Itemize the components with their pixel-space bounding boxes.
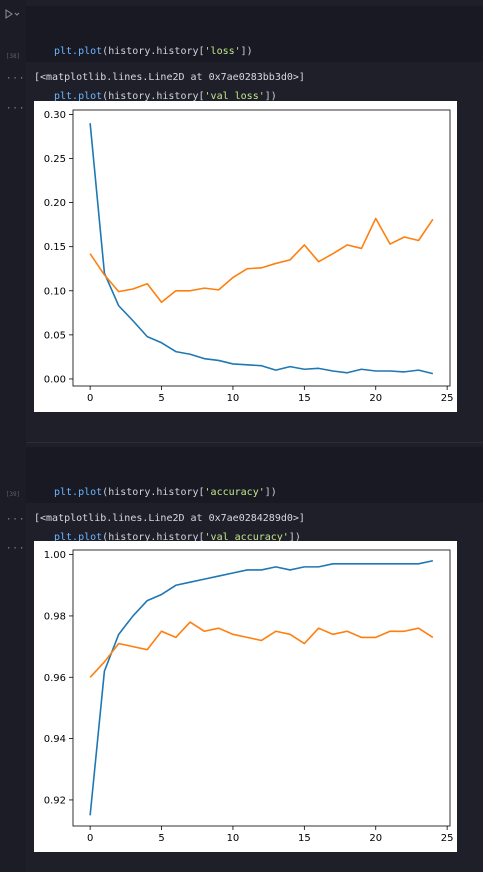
play-icon (5, 9, 20, 19)
y-tick-label: 0.92 (44, 795, 66, 806)
run-cell-button[interactable] (4, 8, 22, 20)
loss-plot: 0 5 10 15 20 25 0.00 0.05 0.10 0.15 0.20 0.25 0.30 (34, 101, 457, 412)
x-tick-label: 15 (298, 393, 311, 404)
code-string: 'val_loss' (204, 91, 265, 102)
x-tick-label: 10 (227, 393, 240, 404)
code-close: ]) (264, 91, 277, 102)
x-tick-label: 5 (158, 833, 164, 844)
code-cell-2[interactable]: plt.plot(history.history['accuracy']) pl… (26, 447, 483, 543)
x-tick-label: 0 (87, 393, 93, 404)
code-string: 'val_accuracy' (204, 532, 289, 543)
accuracy-chart: 0 5 10 15 20 25 0.92 0.94 0.96 0.98 1.00 (44, 549, 454, 844)
x-tick-label: 25 (441, 393, 454, 404)
y-tick-label: 0.30 (44, 110, 66, 121)
code-args: (history.history[ (102, 46, 205, 57)
code-string: 'loss' (204, 46, 241, 57)
code-line: plt.plot(history.history['val_accuracy']… (26, 530, 483, 545)
code-fn: plt.plot (54, 487, 103, 498)
x-tick-label: 10 (227, 833, 240, 844)
cell-gutter (0, 0, 26, 872)
series-line-1 (89, 123, 434, 375)
x-tick-label: 25 (441, 833, 454, 844)
x-tick-label: 0 (87, 833, 93, 844)
code-close: ]) (264, 487, 277, 498)
y-tick-label: 0.94 (44, 734, 66, 745)
loss-chart: 0 5 10 15 20 25 0.00 0.05 0.10 0.15 0.20 0.25 0.30 (44, 109, 454, 404)
x-tick-label: 20 (369, 393, 382, 404)
y-tick-label: 0.96 (44, 673, 66, 684)
code-args: (history.history[ (102, 91, 205, 102)
y-tick-label: 0.15 (44, 242, 66, 253)
x-tick-label: 20 (369, 833, 382, 844)
series-line-2 (89, 621, 434, 678)
more-dots-icon[interactable]: ··· (6, 544, 26, 554)
code-fn: plt.plot (54, 532, 103, 543)
series-line-1 (89, 559, 434, 816)
execution-count: [39] (5, 491, 21, 498)
more-dots-icon[interactable]: ··· (6, 515, 26, 525)
output-text: [<matplotlib.lines.Line2D at 0x7ae028428… (34, 513, 305, 524)
code-fn: plt.plot (54, 91, 103, 102)
code-cell-1[interactable]: plt.plot(history.history['loss']) plt.pl… (26, 6, 483, 102)
cell-divider (26, 442, 483, 443)
x-tick-label: 15 (298, 833, 311, 844)
y-tick-label: 0.20 (44, 198, 66, 209)
more-dots-icon[interactable]: ··· (6, 74, 26, 84)
plot-frame (72, 109, 451, 387)
output-text: [<matplotlib.lines.Line2D at 0x7ae0283bb… (34, 72, 305, 83)
y-tick-label: 0.10 (44, 286, 66, 297)
y-tick-label: 0.98 (44, 611, 66, 622)
code-line: plt.plot(history.history['val_loss']) (26, 89, 483, 104)
code-fn: plt.plot (54, 46, 103, 57)
y-tick-label: 1.00 (44, 550, 66, 561)
code-close: ]) (240, 46, 253, 57)
series-line-2 (89, 217, 434, 304)
code-line: plt.plot(history.history['loss']) (26, 44, 483, 59)
code-string: 'accuracy' (204, 487, 265, 498)
code-args: (history.history[ (102, 487, 205, 498)
execution-count: [38] (5, 53, 21, 60)
y-tick-label: 0.05 (44, 330, 66, 341)
plot-frame (72, 549, 451, 827)
y-tick-label: 0.00 (44, 374, 66, 385)
code-line: plt.plot(history.history['accuracy']) (26, 485, 483, 500)
y-tick-label: 0.25 (44, 154, 66, 165)
code-close: ]) (288, 532, 301, 543)
code-args: (history.history[ (102, 532, 205, 543)
more-dots-icon[interactable]: ··· (6, 104, 26, 114)
accuracy-plot: 0 5 10 15 20 25 0.92 0.94 0.96 0.98 1.00 (34, 541, 457, 852)
x-tick-label: 5 (158, 393, 164, 404)
